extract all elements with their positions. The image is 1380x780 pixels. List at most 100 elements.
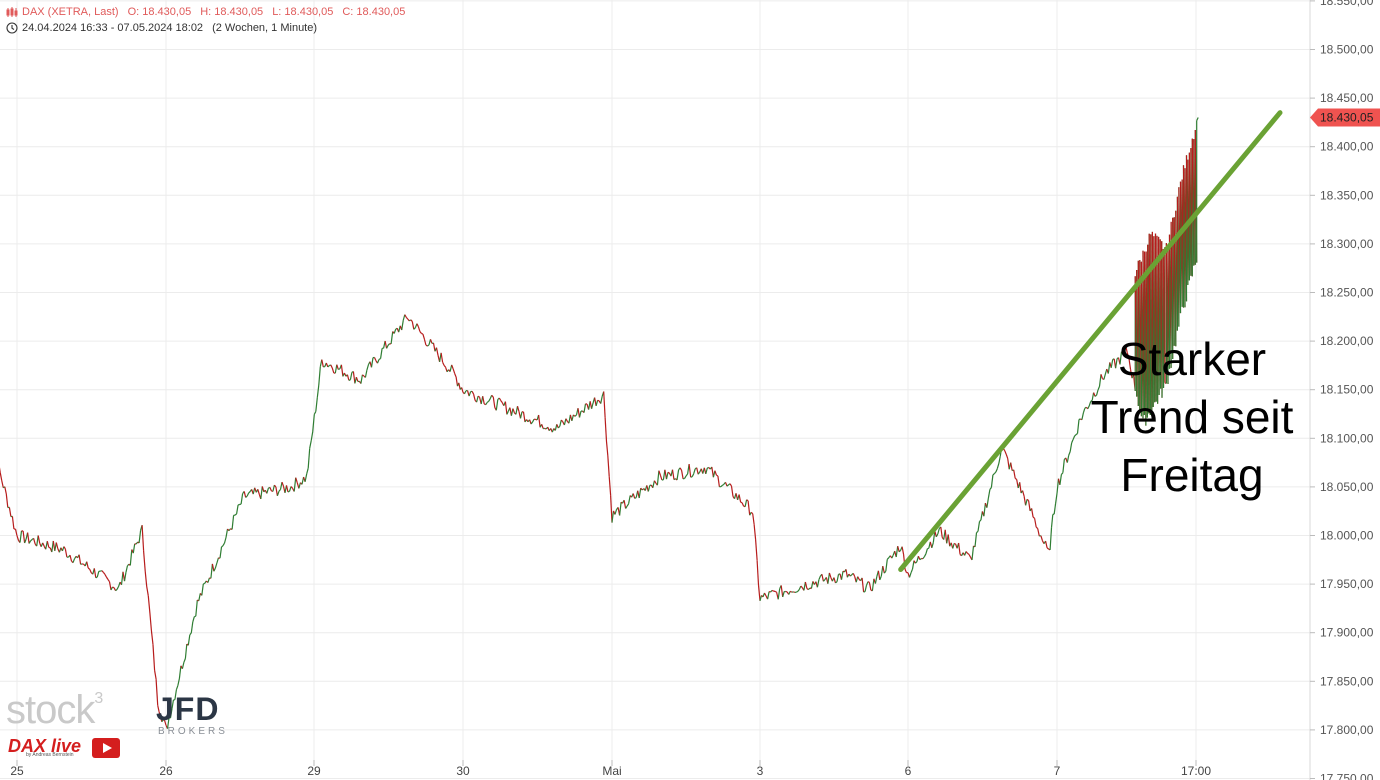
- price-segment: [1100, 374, 1103, 379]
- y-tick-label: 18.450,00: [1320, 91, 1374, 105]
- price-segment: [810, 581, 814, 589]
- price-segment: [435, 347, 439, 356]
- price-segment: [626, 503, 630, 507]
- price-segment: [245, 495, 248, 498]
- stock3-logo-sup: 3: [94, 690, 103, 707]
- price-segment: [417, 326, 421, 332]
- x-tick-label: 7: [1054, 764, 1061, 778]
- price-segment: [1059, 474, 1062, 485]
- price-segment: [393, 329, 397, 334]
- price-segment: [506, 410, 509, 415]
- price-segment: [986, 497, 989, 508]
- price-segment: [477, 395, 480, 398]
- price-segment: [1045, 540, 1048, 549]
- price-segment: [914, 561, 918, 564]
- price-segment: [1056, 478, 1060, 494]
- price-segment: [272, 484, 275, 492]
- price-segment: [213, 567, 216, 572]
- price-segment: [141, 525, 145, 551]
- trendline: [898, 110, 1283, 573]
- price-segment: [104, 574, 107, 578]
- price-segment: [125, 565, 128, 573]
- price-segment: [980, 511, 983, 521]
- x-tick-label: Mai: [602, 764, 621, 778]
- price-segment: [105, 576, 109, 580]
- price-segment: [976, 530, 979, 534]
- price-segment: [1040, 535, 1043, 541]
- price-segment: [922, 556, 925, 560]
- price-segment: [793, 591, 796, 593]
- price-segment: [604, 417, 608, 442]
- price-segment: [1107, 362, 1111, 374]
- price-segment: [1129, 369, 1133, 379]
- price-segment: [1052, 513, 1055, 516]
- price-segment: [882, 565, 885, 574]
- price-segment: [807, 587, 811, 591]
- price-segment: [726, 484, 729, 487]
- price-segment: [767, 591, 770, 600]
- price-segment: [440, 352, 444, 363]
- price-segment: [5, 493, 9, 508]
- price-segment: [849, 574, 853, 577]
- price-segment: [822, 579, 826, 582]
- price-segment: [691, 473, 695, 478]
- y-tick-label: 18.150,00: [1320, 383, 1374, 397]
- price-segment: [538, 414, 541, 428]
- price-segment: [720, 484, 723, 488]
- price-segment: [753, 524, 757, 540]
- price-segment: [653, 480, 657, 484]
- price-segment: [407, 318, 410, 322]
- price-segment: [1004, 450, 1007, 455]
- price-segment: [867, 581, 870, 583]
- price-segment: [974, 532, 978, 547]
- price-segment: [192, 616, 195, 623]
- price-segment: [288, 486, 292, 492]
- price-segment: [682, 477, 685, 480]
- jfd-logo: JFD: [156, 691, 220, 727]
- price-segment: [416, 323, 419, 327]
- price-segment: [107, 579, 110, 583]
- high-value: H: 18.430,05: [200, 6, 264, 18]
- price-segment: [175, 685, 179, 690]
- price-segment: [402, 314, 406, 321]
- price-segment: [221, 545, 224, 548]
- price-segment: [1078, 418, 1081, 421]
- price-segment: [1, 480, 4, 488]
- price-segment: [780, 585, 784, 597]
- price-segment: [605, 441, 609, 456]
- price-segment: [158, 711, 162, 717]
- price-segment: [1115, 358, 1118, 369]
- price-segment: [108, 581, 112, 591]
- price-segment: [845, 569, 848, 578]
- price-segment: [989, 487, 992, 490]
- price-segment: [146, 586, 149, 596]
- price-segment: [287, 490, 290, 493]
- price-segment: [27, 532, 30, 544]
- price-segment: [63, 546, 66, 550]
- price-segment: [313, 411, 317, 415]
- price-segment: [987, 489, 991, 499]
- price-segment: [1022, 490, 1025, 497]
- price-segment: [729, 483, 733, 487]
- price-segment: [132, 543, 136, 554]
- price-segment: [796, 590, 799, 593]
- price-segment: [463, 390, 467, 395]
- x-tick-label: 25: [10, 764, 24, 778]
- price-segment: [16, 535, 20, 541]
- y-tick-label: 17.850,00: [1320, 674, 1374, 688]
- x-tick-label: 30: [456, 764, 470, 778]
- price-segment: [968, 554, 972, 558]
- price-segment: [935, 533, 939, 538]
- y-tick-label: 18.100,00: [1320, 431, 1374, 445]
- stock3-logo-text: stock: [6, 688, 95, 732]
- price-segment: [603, 391, 606, 418]
- annotation-line-1: Starker: [1117, 333, 1267, 385]
- price-segment: [64, 548, 68, 558]
- price-segment: [1091, 392, 1095, 401]
- price-segment: [72, 558, 76, 563]
- price-segment: [992, 473, 995, 476]
- stock3-logo: stock3: [6, 688, 103, 733]
- price-segment: [234, 513, 237, 516]
- price-segment: [714, 470, 717, 476]
- price-segment: [177, 678, 180, 686]
